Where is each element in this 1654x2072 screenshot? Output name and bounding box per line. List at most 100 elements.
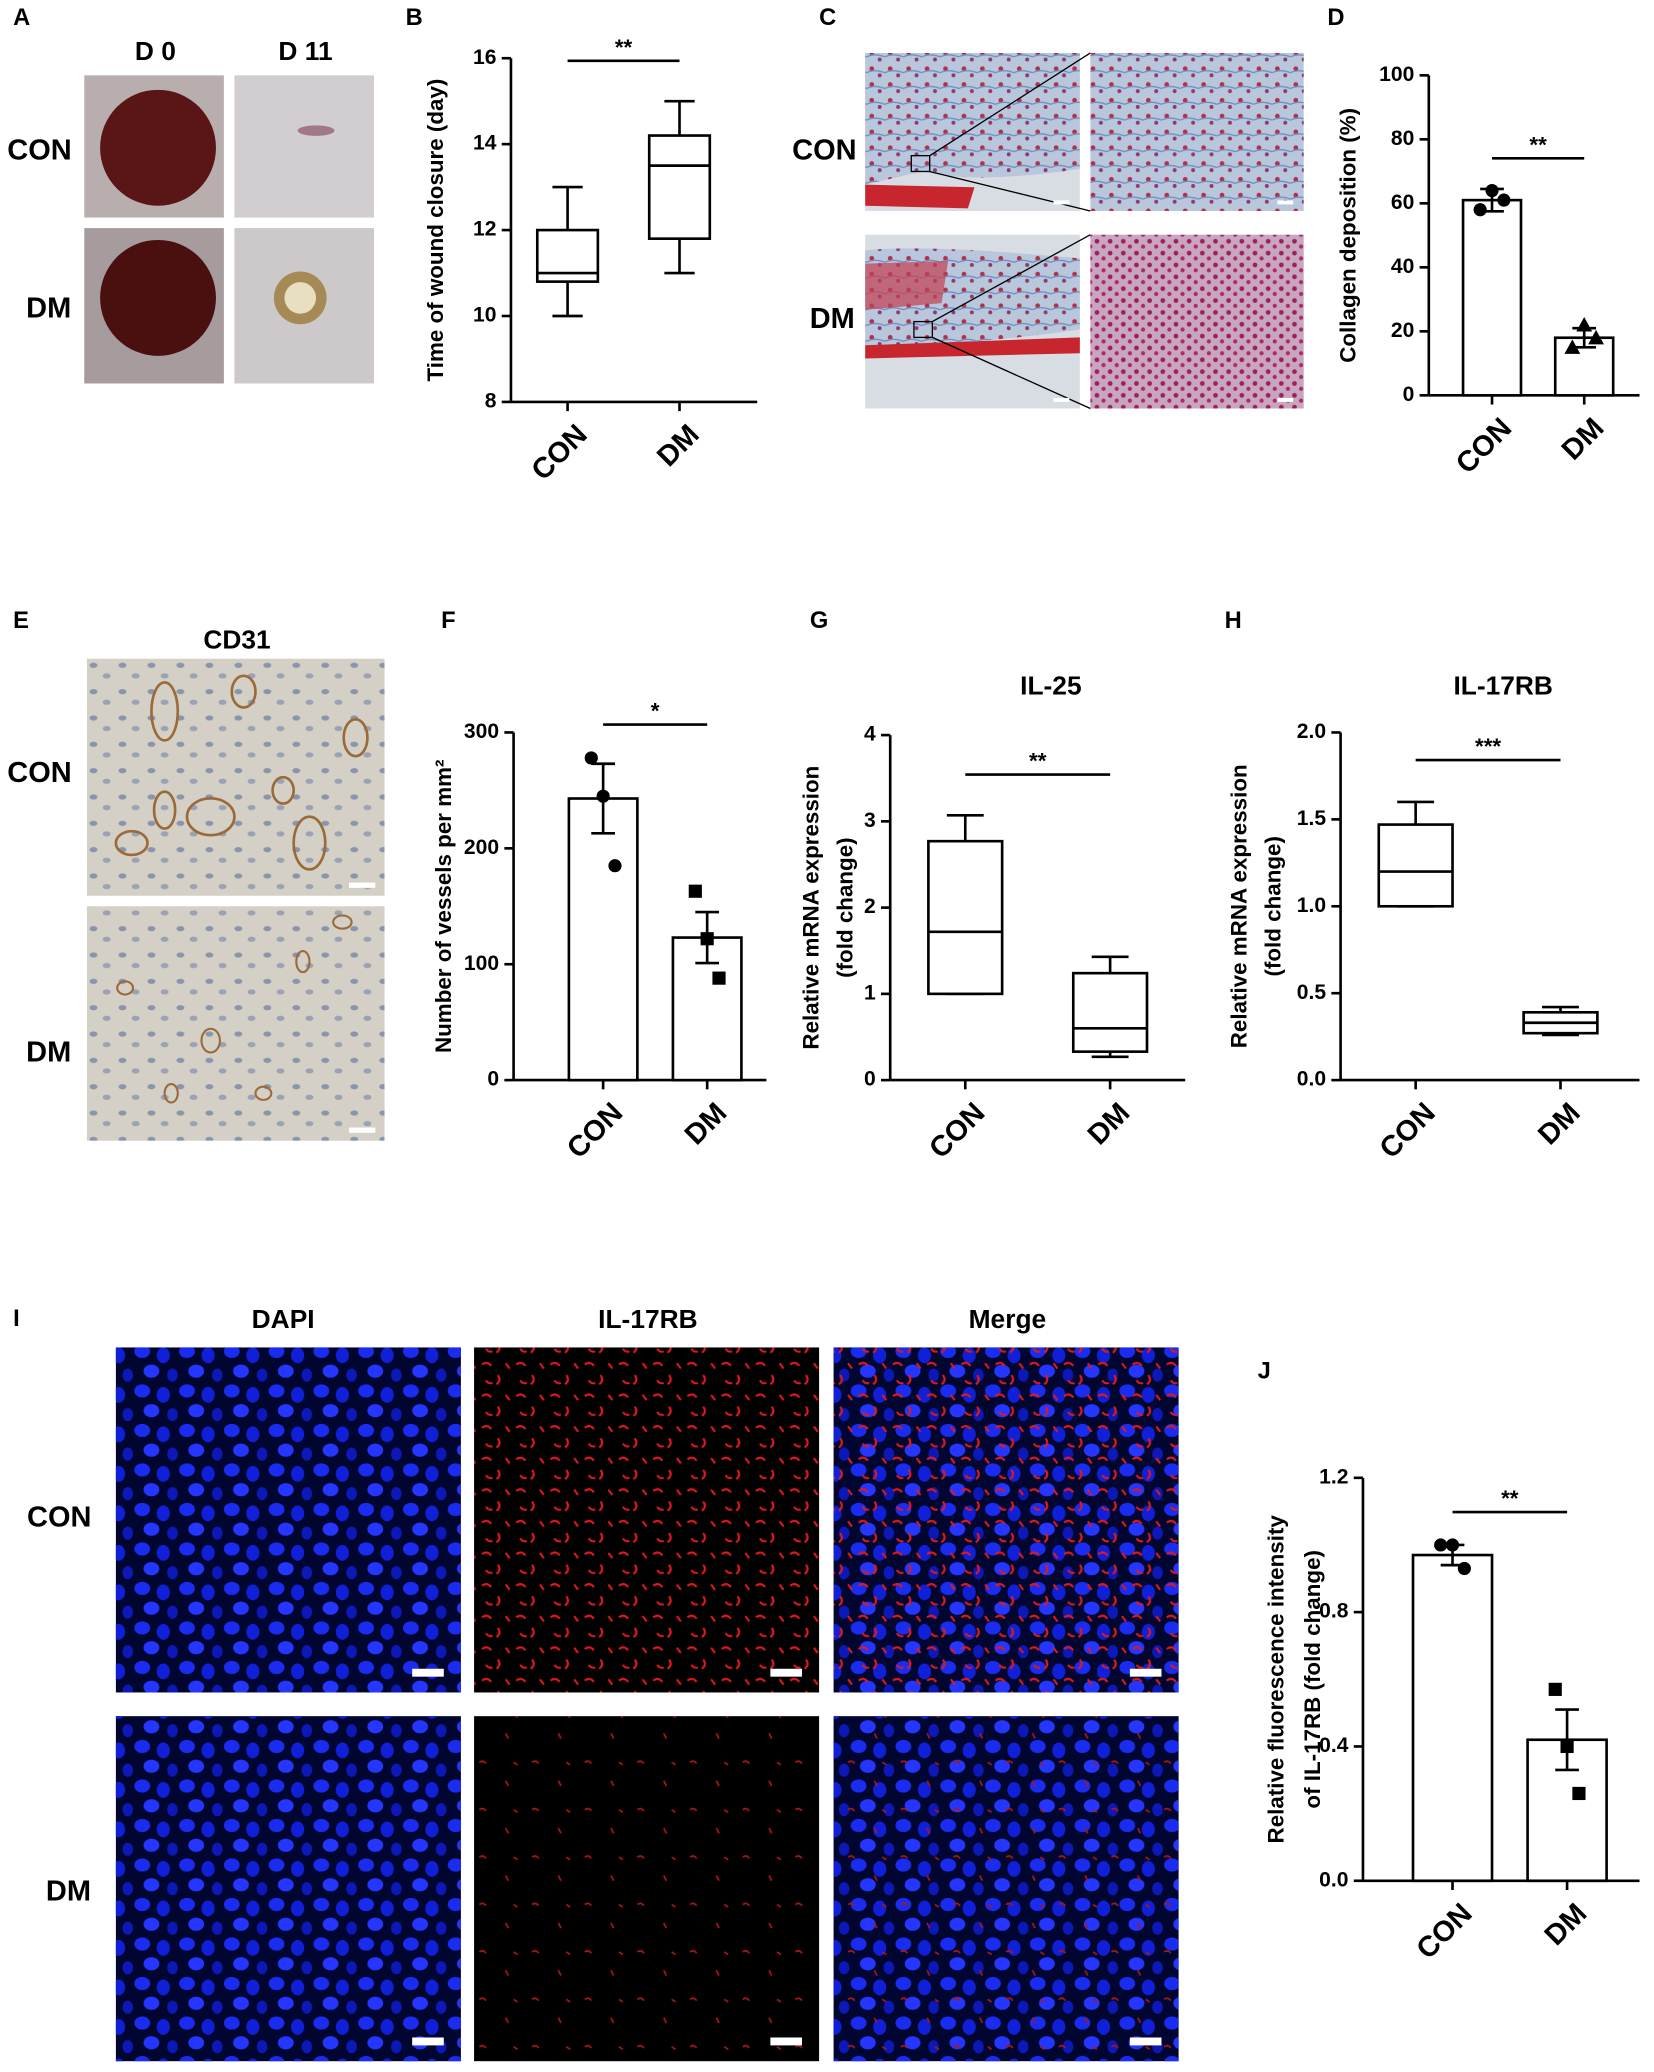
data-point <box>1560 1739 1574 1754</box>
panel-label: H <box>1225 608 1242 634</box>
bar <box>567 797 639 1082</box>
row-label: DM <box>810 303 855 335</box>
y-tick-label: 0.5 <box>1297 981 1327 1004</box>
histology-grid <box>865 52 1304 410</box>
y-axis-label: (fold change) <box>833 837 858 977</box>
row-label: DM <box>26 1036 71 1068</box>
y-tick-label: 12 <box>473 218 496 241</box>
y-axis-label: (fold change) <box>1261 836 1286 976</box>
y-tick-label: 10 <box>473 304 496 327</box>
box <box>927 839 1004 996</box>
panel-label: B <box>406 5 423 31</box>
significance-label: * <box>651 699 660 724</box>
y-tick-label: 0 <box>1403 383 1415 406</box>
image-title: CD31 <box>203 625 270 655</box>
row-label: CON <box>7 134 71 166</box>
y-tick-label: 16 <box>473 46 496 69</box>
y-tick-label: 0.4 <box>1319 1734 1349 1757</box>
x-tick-label: CON <box>1411 1897 1479 1965</box>
data-point <box>1434 1538 1448 1552</box>
y-tick-label: 100 <box>1379 63 1414 86</box>
bar <box>1461 198 1523 397</box>
row-label: DM <box>46 1875 91 1907</box>
x-tick-label: DM <box>651 419 705 473</box>
data-point <box>1548 1682 1562 1696</box>
data-point <box>608 859 622 873</box>
panel-label: E <box>13 608 29 634</box>
data-point <box>1572 1786 1586 1801</box>
y-axis-label: Collagen deposition (%) <box>1336 108 1361 363</box>
y-tick-label: 2 <box>864 895 876 918</box>
y-tick-label: 0 <box>487 1068 499 1091</box>
y-tick-label: 1.5 <box>1297 807 1327 830</box>
data-point <box>712 971 726 985</box>
box <box>647 134 712 240</box>
column-label: D 0 <box>135 36 176 66</box>
data-point <box>596 789 610 803</box>
y-tick-label: 14 <box>473 132 497 155</box>
y-axis-label: of IL-17RB (fold change) <box>1300 1550 1325 1809</box>
y-tick-label: 0.0 <box>1297 1068 1326 1091</box>
y-tick-label: 20 <box>1391 319 1414 342</box>
x-tick-label: DM <box>1539 1897 1593 1951</box>
x-tick-label: DM <box>1082 1097 1136 1151</box>
y-tick-label: 4 <box>864 723 876 746</box>
y-tick-label: 200 <box>464 836 499 859</box>
data-point <box>1457 1561 1471 1576</box>
data-point <box>688 884 702 898</box>
x-tick-label: CON <box>1450 412 1518 480</box>
y-axis-label: Number of vessels per mm² <box>431 760 456 1053</box>
data-point <box>1485 183 1499 198</box>
data-point <box>1564 339 1581 354</box>
y-tick-label: 0.8 <box>1319 1600 1349 1623</box>
y-tick-label: 0.0 <box>1319 1868 1348 1891</box>
y-tick-label: 8 <box>485 389 497 412</box>
panel-label: J <box>1258 1359 1271 1385</box>
data-point <box>1576 317 1593 332</box>
significance-label: ** <box>1529 132 1547 157</box>
box <box>1377 823 1454 908</box>
panel-label: D <box>1327 5 1344 31</box>
significance-label: ** <box>1501 1486 1519 1511</box>
row-label: CON <box>792 134 856 166</box>
y-axis-label: Relative mRNA expression <box>1226 764 1251 1048</box>
data-point <box>1473 203 1487 217</box>
row-label: CON <box>7 757 71 789</box>
chart-title: IL-25 <box>1020 671 1081 701</box>
y-tick-label: 2.0 <box>1297 720 1326 743</box>
x-tick-label: CON <box>923 1097 991 1165</box>
x-tick-label: DM <box>1556 412 1610 466</box>
panel-label: C <box>819 5 836 31</box>
x-tick-label: CON <box>561 1097 629 1165</box>
y-axis-label: Relative mRNA expression <box>798 766 823 1050</box>
y-tick-label: 0 <box>864 1068 876 1091</box>
y-tick-label: 80 <box>1391 127 1414 150</box>
column-label: D 11 <box>278 36 332 66</box>
significance-label: ** <box>615 35 633 60</box>
y-axis-label: Relative fluorescence intensity <box>1263 1515 1288 1844</box>
x-tick-label: CON <box>1374 1097 1442 1165</box>
data-point <box>584 751 598 765</box>
photo-grid <box>84 75 374 384</box>
panel-label: A <box>13 5 30 31</box>
y-tick-label: 40 <box>1391 255 1414 278</box>
significance-label: ** <box>1029 749 1047 774</box>
panel-label: I <box>13 1306 20 1332</box>
bar <box>1411 1553 1494 1883</box>
ihc-grid <box>86 658 385 1141</box>
y-tick-label: 1.2 <box>1319 1465 1348 1488</box>
x-tick-label: CON <box>526 419 594 487</box>
data-point <box>1445 1538 1460 1552</box>
column-label: IL-17RB <box>598 1304 697 1334</box>
column-label: DAPI <box>252 1304 315 1334</box>
panel-label: G <box>810 608 828 634</box>
box <box>1071 971 1149 1053</box>
x-tick-label: DM <box>679 1097 733 1151</box>
y-tick-label: 1 <box>864 981 876 1004</box>
data-point <box>1588 329 1604 345</box>
row-label: CON <box>27 1501 91 1533</box>
significance-label: *** <box>1475 734 1501 759</box>
y-tick-label: 3 <box>864 809 876 832</box>
y-axis-label: Time of wound closure (day) <box>423 79 448 382</box>
fluorescence-grid <box>115 1347 1179 2062</box>
